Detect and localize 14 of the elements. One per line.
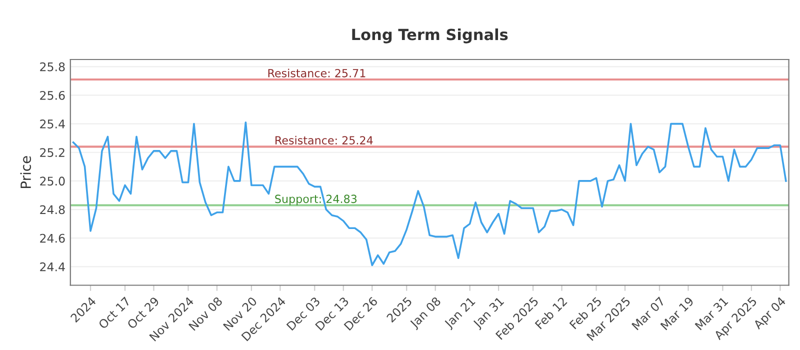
y-tick-label: 24.4 — [40, 262, 65, 272]
ref-line-label: Support: 24.83 — [275, 194, 357, 206]
y-tick-label: 24.6 — [40, 234, 65, 243]
y-axis-title: Price — [20, 156, 32, 188]
y-tick-label: 25.8 — [40, 62, 65, 72]
chart-title: Long Term Signals — [352, 28, 508, 44]
y-tick-label: 24.8 — [40, 205, 65, 214]
ref-line-label: Resistance: 25.24 — [276, 136, 373, 145]
ref-line-label: Resistance: 25.71 — [268, 68, 366, 78]
y-tick-label: 25.0 — [40, 176, 65, 186]
y-tick-label: 25.2 — [40, 148, 64, 158]
y-tick-label: 25.4 — [40, 120, 65, 128]
y-tick-label: 25.6 — [40, 90, 65, 100]
line-series — [72, 121, 787, 266]
